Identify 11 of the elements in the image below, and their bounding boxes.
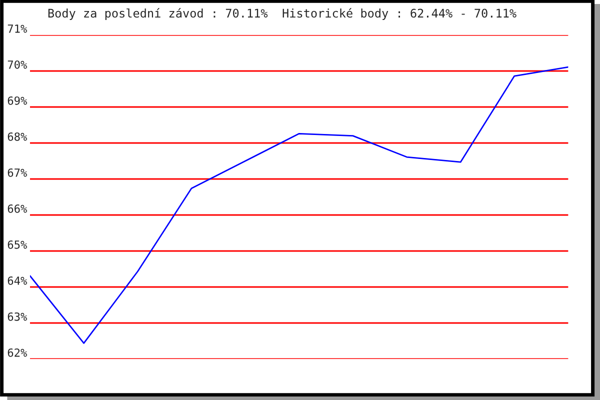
y-tick-label: 63% xyxy=(8,312,28,321)
y-tick-label: 64% xyxy=(8,276,28,285)
y-tick-label: 62% xyxy=(8,348,28,357)
y-tick-label: 66% xyxy=(8,204,28,213)
y-tick-label: 67% xyxy=(8,168,28,177)
y-tick-label: 65% xyxy=(8,240,28,249)
y-tick-label: 70% xyxy=(8,60,28,69)
y-tick-label: 68% xyxy=(8,132,28,141)
chart-title: Body za poslední závod : 70.11% Historické body : 62.44% - 70.11% xyxy=(48,8,516,20)
y-tick-label: 71% xyxy=(8,24,28,33)
y-tick-label: 69% xyxy=(8,96,28,105)
